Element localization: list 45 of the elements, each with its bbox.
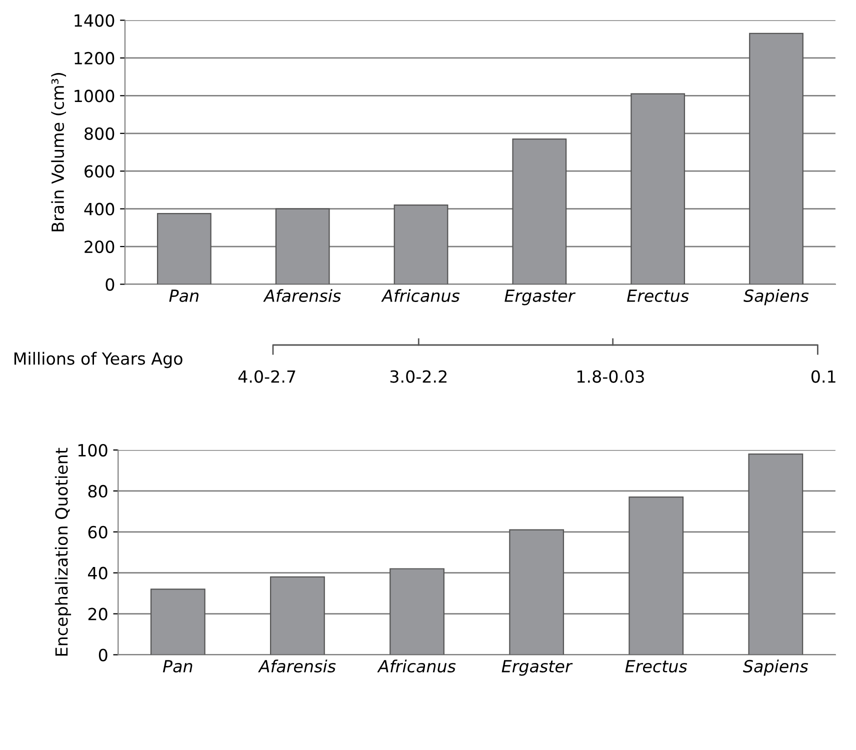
y-axis-title: Encephalization Quotient — [54, 448, 72, 656]
x-tick-label: Ergaster — [504, 290, 576, 306]
bar — [630, 93, 686, 284]
y-tick-label: 400 — [84, 202, 114, 216]
y-tick-label: 1200 — [74, 52, 114, 65]
text: 3.0-2.2 — [390, 370, 446, 383]
x-tick-label: Africanus — [381, 289, 460, 302]
text: Millions of Years Ago — [14, 352, 182, 368]
bar — [150, 588, 206, 655]
text: 1.8-0.03 — [577, 370, 644, 383]
y-tick-label: 100 — [78, 444, 108, 457]
bar — [749, 32, 804, 284]
y-tick-label: 20 — [88, 608, 108, 620]
y-tick-label: 0 — [98, 648, 108, 662]
x-tick-label: Erectus — [625, 660, 688, 673]
y-tick-label: 600 — [84, 165, 114, 178]
y-tick-label: 80 — [88, 484, 108, 498]
x-tick-label: Afarensis — [263, 289, 341, 302]
x-tick-label: Erectus — [626, 290, 689, 302]
bar — [390, 568, 444, 655]
text: 0.1 — [811, 370, 836, 383]
x-tick-label: Ergaster — [502, 660, 573, 676]
bar — [275, 208, 330, 284]
text: 4.0-2.7 — [238, 370, 296, 383]
y-tick-label: 60 — [88, 526, 108, 538]
bar — [748, 454, 804, 655]
y-axis-title: Brain Volume (cm³) — [51, 73, 66, 232]
x-tick-label: Afarensis — [258, 660, 336, 673]
bar — [512, 138, 567, 284]
x-tick-label: Pan — [162, 660, 192, 673]
y-tick-label: 800 — [84, 127, 114, 140]
y-tick-label: 1000 — [74, 90, 114, 102]
x-tick-label: Sapiens — [743, 660, 808, 676]
bar — [628, 496, 684, 655]
bar — [156, 212, 212, 284]
bar — [509, 529, 564, 655]
x-tick-label: Sapiens — [744, 289, 809, 306]
x-tick-label: Africanus — [377, 660, 456, 673]
y-tick-label: 0 — [106, 278, 114, 291]
y-tick-label: 1400 — [74, 14, 114, 27]
bar — [394, 204, 448, 284]
bar — [270, 576, 325, 655]
x-tick-label: Pan — [169, 290, 198, 302]
y-tick-label: 40 — [88, 566, 108, 580]
y-tick-label: 200 — [84, 240, 114, 254]
